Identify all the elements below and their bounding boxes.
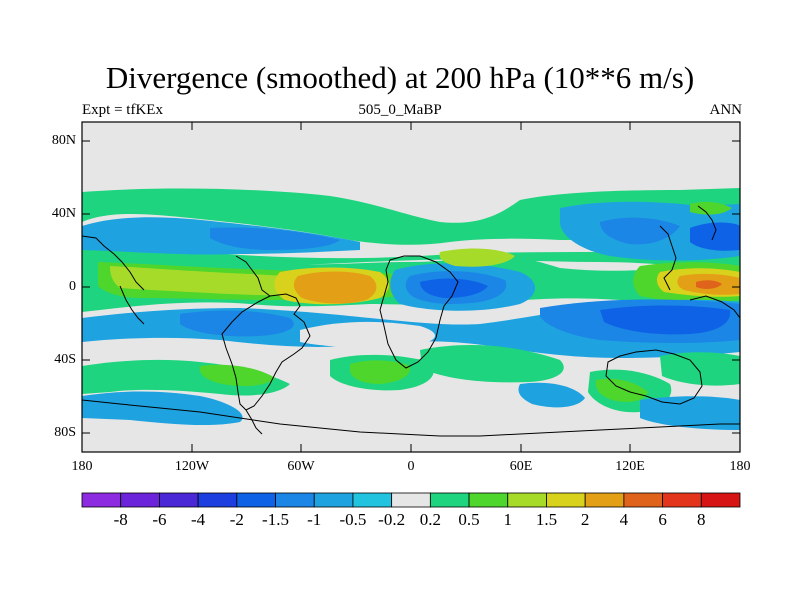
contour-green-s-indian	[420, 345, 564, 383]
xtick-label-180w: 180	[71, 459, 93, 474]
experiment-label: Expt = tfKEx	[82, 102, 163, 118]
colorbar-label: -0.5	[339, 510, 367, 529]
ytick-label-40s: 40S	[54, 352, 76, 367]
contour-lightgreen-s-pacific	[199, 364, 275, 386]
coast-west-coast-a	[119, 285, 145, 325]
colorbar-box-0	[81, 492, 122, 508]
xtick-label-180e: 180	[729, 459, 751, 474]
colorbar-label: -4	[191, 510, 206, 529]
contour-orange-equator	[293, 271, 377, 304]
colorbar-box-3	[197, 492, 238, 508]
contour-red-w-pacific	[696, 280, 722, 289]
contour-white-gap-s1	[300, 321, 435, 348]
colorbar-box-1	[120, 492, 160, 508]
plot-title: Divergence (smoothed) at 200 hPa (10**6 …	[105, 60, 695, 95]
coast-asia-pacific	[659, 225, 677, 291]
contour-green-s-ocean-far	[660, 352, 740, 386]
coast-central-america	[235, 255, 271, 297]
coast-australia	[605, 349, 703, 405]
colorbar-label: 2	[580, 510, 590, 529]
case-label: 505_0_MaBP	[358, 102, 442, 118]
coast-antarctica	[82, 399, 740, 437]
contour-lightgreen-s-ocean-east	[595, 378, 648, 402]
contour-blue-south-2	[180, 310, 294, 337]
ytick-label-40n: 40N	[51, 206, 76, 221]
coast-africa	[379, 255, 459, 369]
colorbar-box-15	[662, 492, 702, 508]
coast-south-america	[221, 293, 311, 411]
xtick-label-0: 0	[407, 459, 415, 474]
contour-darkblue-indian	[420, 278, 488, 298]
colorbar-box-5	[275, 492, 315, 508]
colorbar	[81, 492, 741, 508]
contour-blue-north-2	[210, 227, 340, 250]
xtick-label-60w: 60W	[287, 459, 315, 474]
colorbar-label: 6	[658, 510, 667, 529]
colorbar-label: 4	[619, 510, 629, 529]
contour-green-n-atlantic	[430, 225, 480, 237]
contour-blue-nw-pacific-2	[600, 217, 680, 245]
colorbar-label: -1	[307, 510, 322, 529]
colorbar-box-16	[700, 492, 741, 508]
colorbar-box-4	[236, 492, 276, 508]
contour-blue-s-ocean-east	[640, 396, 740, 430]
colorbar-box-2	[159, 492, 199, 508]
colorbar-label: -2	[229, 510, 244, 529]
colorbar-label: 8	[697, 510, 706, 529]
ytick-label-80s: 80S	[54, 425, 76, 440]
coast-antarctic-peninsula	[245, 409, 263, 435]
xtick-label-120w: 120W	[174, 459, 210, 474]
colorbar-box-10	[468, 492, 509, 508]
coast-north-america-west	[82, 235, 145, 291]
coast-japan	[697, 205, 717, 241]
contour-darkblue-s-pacific	[600, 305, 731, 335]
colorbar-box-9	[429, 492, 470, 508]
colorbar-box-8	[391, 492, 431, 508]
coastlines	[82, 205, 740, 437]
contour-field	[82, 188, 740, 430]
contour-lightgreen-s-atlantic	[350, 360, 411, 384]
colorbar-label: 0.2	[419, 510, 441, 529]
colorbar-label: -0.2	[378, 510, 406, 529]
colorbar-label: -8	[113, 510, 128, 529]
ytick-label-0: 0	[69, 279, 76, 294]
ytick-label-80n: 80N	[51, 133, 76, 148]
colorbar-box-14	[623, 492, 663, 508]
season-label: ANN	[709, 102, 743, 118]
contour-green-n-pacific	[690, 201, 732, 215]
tick-marks	[81, 122, 741, 452]
colorbar-box-13	[584, 492, 625, 508]
contour-yellow-africa	[439, 248, 515, 267]
colorbar-label: -1.5	[262, 510, 289, 529]
colorbar-box-12	[546, 492, 586, 508]
colorbar-label: -6	[152, 510, 167, 529]
colorbar-box-7	[352, 492, 393, 508]
colorbar-box-6	[313, 492, 354, 508]
colorbar-label: 1.5	[535, 510, 558, 529]
contour-blue-nw-pacific-3	[690, 222, 740, 251]
xtick-label-120e: 120E	[615, 459, 645, 474]
xtick-label-60e: 60E	[509, 459, 533, 474]
colorbar-label: 0.5	[458, 510, 480, 529]
coast-maritime	[689, 295, 740, 319]
colorbar-label: 1	[503, 510, 513, 529]
contour-blue-s-indian-east	[518, 382, 585, 408]
colorbar-box-11	[507, 492, 547, 508]
